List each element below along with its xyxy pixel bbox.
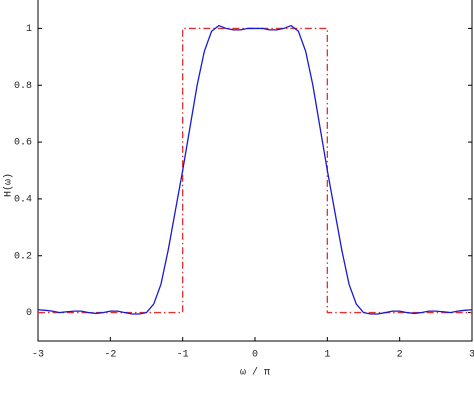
y-tick-label: 0.6 bbox=[14, 138, 32, 149]
x-tick-label: -1 bbox=[177, 350, 189, 361]
x-tick-label: 1 bbox=[324, 350, 330, 361]
series-line bbox=[37, 24, 473, 315]
y-tick-label: 0.8 bbox=[14, 81, 32, 92]
x-axis-label: ω / π bbox=[240, 367, 270, 379]
y-tick-label: 0.2 bbox=[14, 251, 32, 262]
x-tick-label: 0 bbox=[252, 350, 258, 361]
series-line bbox=[38, 27, 472, 314]
y-tick-label: 0 bbox=[26, 308, 32, 319]
y-axis-label: H(ω) bbox=[3, 173, 15, 197]
y-tick-label: 1 bbox=[26, 24, 32, 35]
x-tick-label: -3 bbox=[32, 350, 44, 361]
x-tick-label: 3 bbox=[469, 350, 474, 361]
axes-frame bbox=[37, 0, 473, 342]
x-tick-label: -2 bbox=[104, 350, 116, 361]
x-tick-label: 2 bbox=[397, 350, 403, 361]
y-tick-label: 0.4 bbox=[14, 195, 32, 206]
